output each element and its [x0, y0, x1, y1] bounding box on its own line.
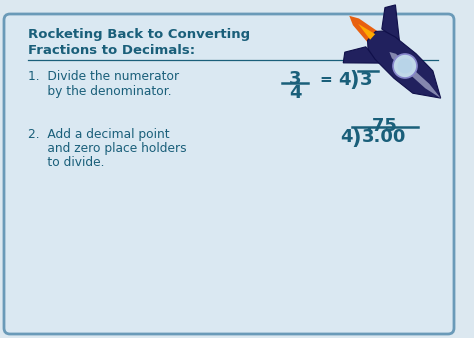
Text: by the denominator.: by the denominator. — [28, 85, 172, 98]
Polygon shape — [343, 47, 379, 63]
Text: to divide.: to divide. — [28, 156, 104, 169]
Text: .75: .75 — [365, 117, 397, 135]
FancyBboxPatch shape — [4, 14, 454, 334]
Text: 1.  Divide the numerator: 1. Divide the numerator — [28, 70, 179, 83]
Text: 4: 4 — [289, 84, 301, 102]
Text: and zero place holders: and zero place holders — [28, 142, 187, 155]
Polygon shape — [358, 24, 375, 40]
Text: ): ) — [349, 70, 358, 90]
Text: 3: 3 — [360, 71, 373, 89]
Polygon shape — [349, 16, 378, 43]
Text: 2.  Add a decimal point: 2. Add a decimal point — [28, 128, 170, 141]
Circle shape — [393, 54, 417, 78]
Polygon shape — [382, 5, 400, 41]
Polygon shape — [390, 52, 441, 98]
Text: 4: 4 — [340, 128, 353, 146]
Text: 3.00: 3.00 — [362, 128, 406, 146]
Circle shape — [398, 58, 412, 73]
Text: ): ) — [351, 128, 361, 148]
Text: =: = — [320, 72, 338, 88]
Polygon shape — [367, 31, 441, 98]
Text: Fractions to Decimals:: Fractions to Decimals: — [28, 44, 195, 57]
Text: 4: 4 — [338, 71, 350, 89]
Text: Rocketing Back to Converting: Rocketing Back to Converting — [28, 28, 250, 41]
Text: 3: 3 — [289, 70, 301, 88]
